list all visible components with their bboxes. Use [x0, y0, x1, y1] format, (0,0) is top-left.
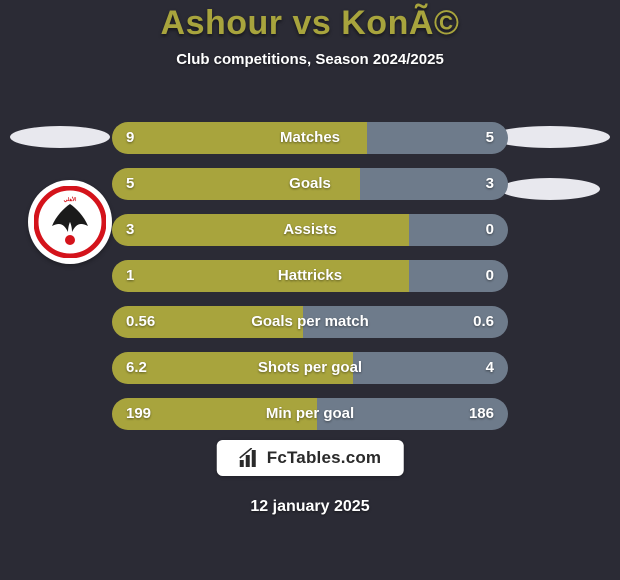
stat-bar-right — [409, 260, 508, 292]
stat-bar-left — [112, 398, 317, 430]
stat-row: Goals53 — [112, 168, 508, 200]
stat-row: Goals per match0.560.6 — [112, 306, 508, 338]
stat-bar-left — [112, 214, 409, 246]
stage: Ashour vs KonÃ© Club competitions, Seaso… — [0, 0, 620, 580]
stat-row: Shots per goal6.24 — [112, 352, 508, 384]
svg-text:الأهلي: الأهلي — [64, 195, 77, 203]
stat-bar-left — [112, 306, 303, 338]
club-crest-icon: الأهلي — [34, 186, 106, 258]
stat-bar-right — [360, 168, 509, 200]
date-text: 12 january 2025 — [0, 498, 620, 516]
brand-logo-icon — [239, 448, 261, 468]
stat-bar-left — [112, 260, 409, 292]
stat-row: Min per goal199186 — [112, 398, 508, 430]
stats-bars: Matches95 Goals53 Assists30 Hattricks10 Goal… — [112, 122, 508, 430]
stat-row: Assists30 — [112, 214, 508, 246]
page-title: Ashour vs KonÃ© — [0, 4, 620, 43]
stat-row: Matches95 — [112, 122, 508, 154]
subtitle: Club competitions, Season 2024/2025 — [0, 51, 620, 68]
stat-bar-left — [112, 122, 367, 154]
player-right-ellipse — [490, 126, 610, 148]
brand-badge[interactable]: FcTables.com — [217, 440, 404, 476]
stat-bar-left — [112, 352, 353, 384]
stat-bar-right — [367, 122, 508, 154]
stat-bar-left — [112, 168, 360, 200]
stat-row: Hattricks10 — [112, 260, 508, 292]
club-badge: الأهلي — [28, 180, 112, 264]
player-left-ellipse — [10, 126, 110, 148]
stat-bar-right — [353, 352, 508, 384]
player-right-ellipse-2 — [500, 178, 600, 200]
stat-bar-right — [317, 398, 508, 430]
stat-bar-right — [303, 306, 508, 338]
stat-bar-right — [409, 214, 508, 246]
brand-text: FcTables.com — [267, 448, 382, 468]
